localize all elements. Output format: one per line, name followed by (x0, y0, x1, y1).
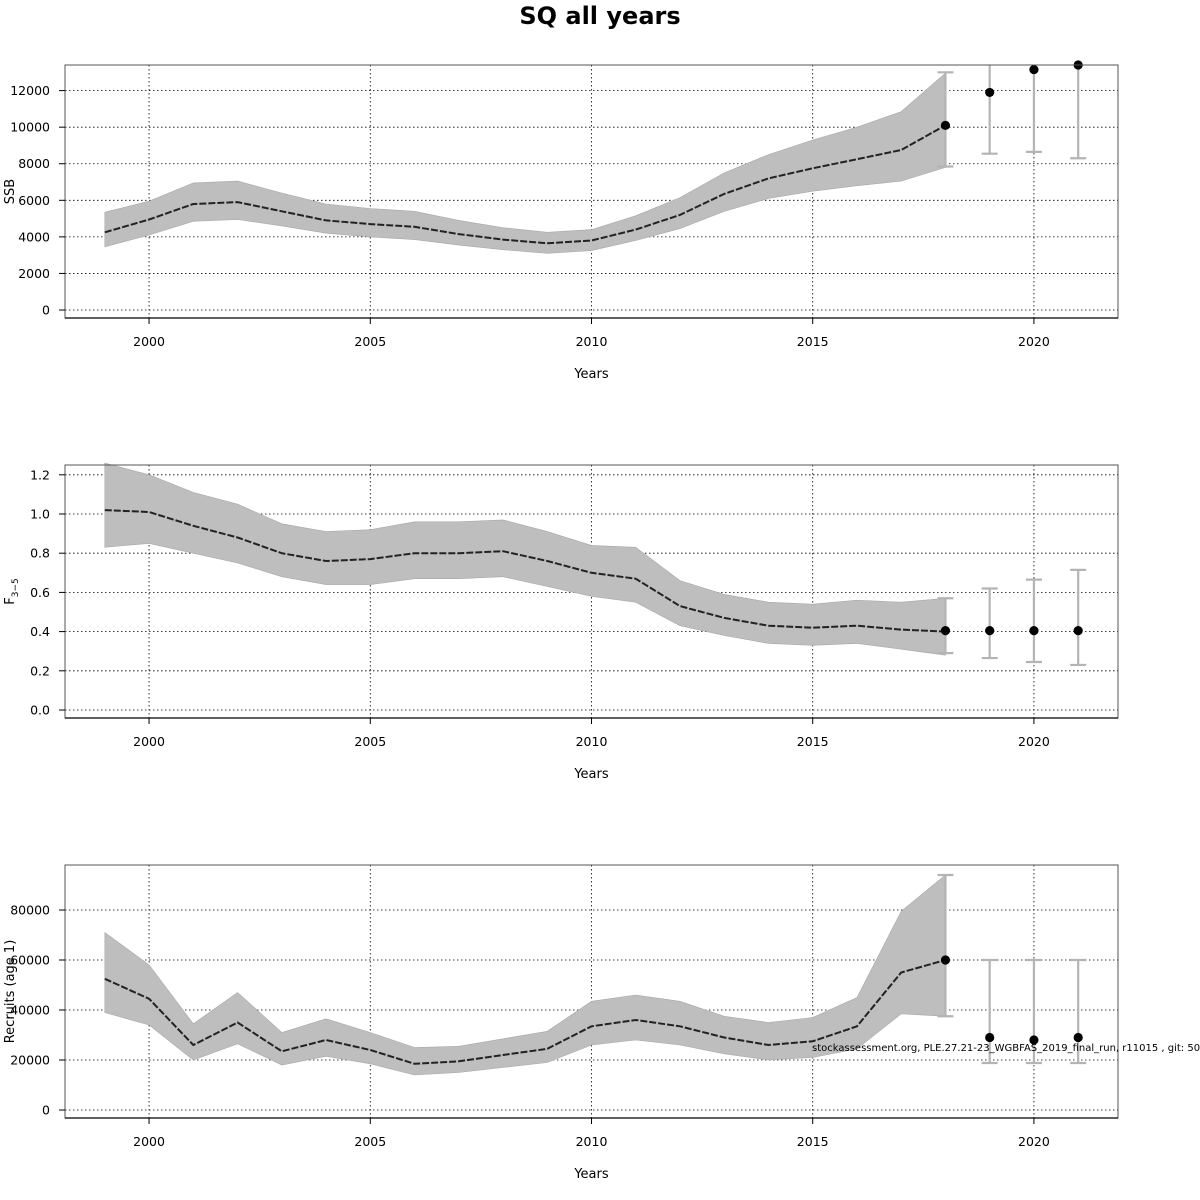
forecast-point (940, 626, 951, 636)
x-axis-label: Years (573, 1167, 609, 1182)
y-axis-label: SSB (3, 179, 18, 204)
x-tick-label: 2005 (354, 1134, 386, 1149)
forecast-point (940, 120, 951, 130)
forecast-point (1073, 1032, 1083, 1043)
confidence-band (104, 462, 946, 656)
forecast-point (940, 955, 951, 965)
x-axis-label: Years (573, 367, 609, 382)
x-tick-label: 2010 (576, 734, 608, 749)
y-tick-label: 20000 (10, 1053, 50, 1068)
grid (65, 865, 1118, 1118)
y-tick-label: 40000 (10, 1003, 50, 1018)
forecast-2021 (1070, 568, 1087, 667)
x-tick-label: 2000 (133, 334, 165, 349)
x-tick-label: 2020 (1018, 1134, 1050, 1149)
confidence-band (104, 72, 946, 254)
y-tick-label: 0.0 (30, 703, 50, 718)
forecast-point (1073, 626, 1083, 636)
forecast-2019 (981, 587, 998, 660)
y-tick-label: 12000 (10, 83, 50, 98)
y-tick-label: 80000 (10, 903, 50, 918)
x-tick-label: 2010 (576, 334, 608, 349)
forecast-2018 (937, 597, 954, 655)
x-tick-label: 2015 (797, 334, 829, 349)
x-tick-label: 2000 (133, 1134, 165, 1149)
forecast-point (985, 87, 995, 98)
y-tick-label: 0.8 (30, 546, 50, 561)
y-tick-label: 0.6 (30, 585, 50, 600)
y-axis-label-main: Recruits (age 1) (3, 940, 18, 1044)
y-axis-label-subscript: 3−5 (11, 578, 21, 597)
y-tick-label: 6000 (18, 193, 50, 208)
forecast-2019 (981, 65, 998, 155)
y-tick-label: 0.4 (30, 624, 50, 639)
y-axis-label: Recruits (age 1) (3, 940, 18, 1044)
forecast-point (1029, 1035, 1039, 1045)
estimate-line (104, 124, 946, 245)
y-tick-label: 4000 (18, 229, 50, 244)
x-tick-label: 2015 (797, 1134, 829, 1149)
recruits-panel: 2000 2005 2010 2015 2020 0 20000 40000 60000 8000… (3, 864, 1119, 1182)
y-tick-label: 1.2 (30, 467, 50, 482)
plot-frame (64, 864, 1119, 1119)
y-axis-label: F3−5 (3, 578, 21, 604)
forecast-point (985, 626, 995, 636)
x-axis-label: Years (573, 767, 609, 782)
y-tick-label: 10000 (10, 120, 50, 135)
forecast-2020 (1025, 64, 1042, 153)
y-tick-label: 1.0 (30, 507, 50, 522)
fishing-mortality-panel: 2000 2005 2010 2015 2020 0.0 0.2 0.4 0.6 0.8 1.0 1.… (3, 462, 1119, 782)
forecast-2018 (937, 71, 954, 168)
x-tick-label: 2005 (354, 334, 386, 349)
y-tick-label: 60000 (10, 953, 50, 968)
forecast-2021 (1070, 958, 1087, 1065)
forecast-point (1029, 626, 1039, 636)
estimate-line (104, 959, 946, 1065)
x-tick-label: 2000 (133, 734, 165, 749)
estimate-line (104, 509, 946, 633)
y-axis-label-main: F (3, 597, 18, 604)
footnote: stockassessment.org, PLE.27.21-23_WGBFAS… (812, 1043, 1200, 1054)
forecast-2018 (937, 873, 954, 1018)
forecast-2020 (1025, 578, 1042, 664)
y-tick-label: 2000 (18, 266, 50, 281)
x-tick-label: 2020 (1018, 734, 1050, 749)
y-axis-label-main: SSB (3, 179, 18, 204)
x-tick-label: 2010 (576, 1134, 608, 1149)
forecast-point (985, 1032, 995, 1043)
forecast-2020 (1025, 958, 1042, 1065)
x-tick-label: 2005 (354, 734, 386, 749)
ssb-panel: 2000 2005 2010 2015 2020 0 2000 4000 6000 8000 100… (3, 60, 1119, 382)
y-tick-label: 0 (42, 303, 50, 318)
y-tick-label: 0.2 (30, 663, 50, 678)
y-tick-label: 8000 (18, 156, 50, 171)
x-tick-label: 2015 (797, 734, 829, 749)
forecast-2019 (981, 958, 998, 1065)
y-tick-label: 0 (42, 1103, 50, 1118)
x-tick-label: 2020 (1018, 334, 1050, 349)
forecast-point (1029, 64, 1039, 75)
chart-title: SQ all years (519, 2, 680, 30)
forecast-2021 (1070, 60, 1087, 160)
